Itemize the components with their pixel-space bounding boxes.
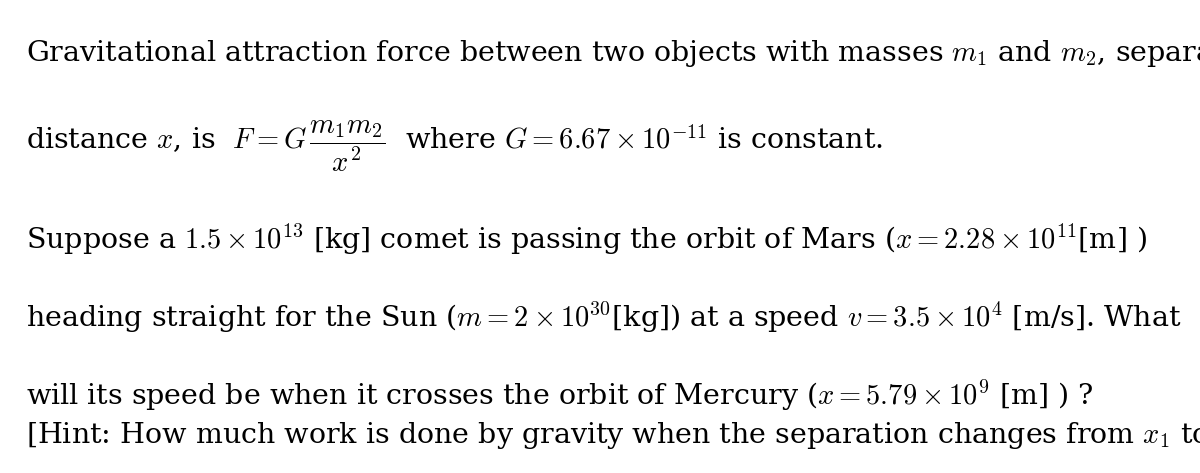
Text: will its speed be when it crosses the orbit of Mercury ($x = 5.79 \times 10^{9}$: will its speed be when it crosses the or… (26, 378, 1093, 413)
Text: distance $x$, is  $F = G\,\dfrac{m_1 m_2}{x^2}$  where $G = 6.67 \times 10^{-11}: distance $x$, is $F = G\,\dfrac{m_1 m_2}… (26, 118, 883, 174)
Text: Suppose a $1.5 \times 10^{13}$ [kg] comet is passing the orbit of Mars ($x = 2.2: Suppose a $1.5 \times 10^{13}$ [kg] come… (26, 222, 1147, 257)
Text: heading straight for the Sun ($m = 2 \times 10^{30}$[kg]) at a speed $v = 3.5 \t: heading straight for the Sun ($m = 2 \ti… (26, 300, 1182, 335)
Text: [Hint: How much work is done by gravity when the separation changes from $x_1$ t: [Hint: How much work is done by gravity … (26, 420, 1200, 451)
Text: Gravitational attraction force between two objects with masses $m_1$ and $m_2$, : Gravitational attraction force between t… (26, 38, 1200, 69)
